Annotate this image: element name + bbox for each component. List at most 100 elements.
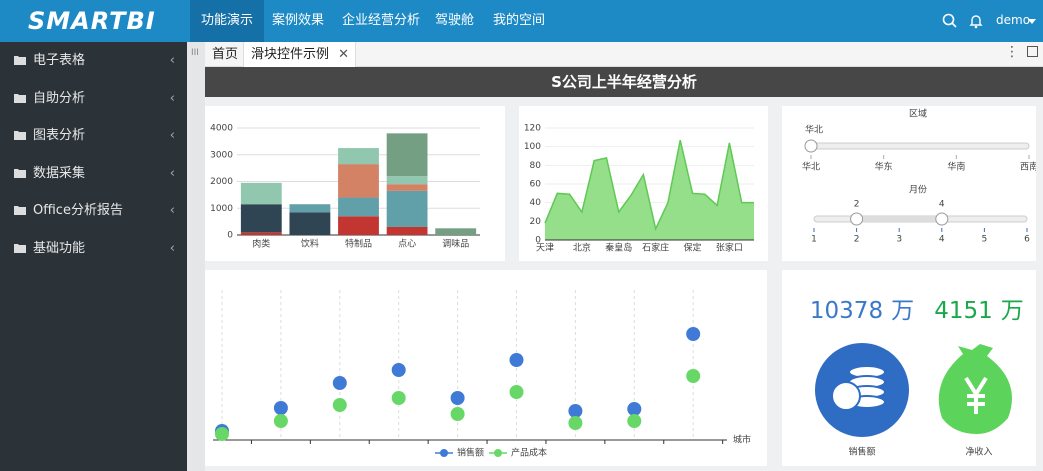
menu-item[interactable]: ‹ 基础功能: [0, 230, 187, 267]
point: [215, 427, 229, 441]
x-tick-label: 张家口: [716, 242, 743, 254]
page-title: S公司上半年经营分析: [205, 67, 1043, 97]
slider-value: 华北: [805, 124, 823, 136]
bar-segment: [386, 226, 428, 235]
x-tick-label: 秦皇岛: [605, 242, 632, 254]
tab-label: 滑块控件示例: [251, 47, 330, 62]
slider-title: 区域: [909, 108, 927, 120]
slider-handle[interactable]: [850, 212, 864, 226]
x-tick-label: 点心: [398, 239, 416, 250]
menu-item[interactable]: ‹ Office分析报告: [0, 192, 187, 229]
menu-label: 图表分析: [33, 128, 86, 143]
point: [686, 327, 701, 341]
coin: [831, 381, 861, 411]
divider: III: [187, 42, 205, 471]
bar-segment: [240, 204, 282, 233]
point: [273, 401, 288, 415]
y-tick-label: 120: [524, 124, 541, 134]
y-tick-label: 100: [524, 142, 541, 152]
legend-label: 产品成本: [511, 447, 547, 459]
slider-handle[interactable]: [804, 139, 818, 153]
slider-tick-label: 3: [896, 235, 902, 245]
bar-segment: [435, 228, 477, 235]
bar-segment: [338, 148, 379, 165]
slider-tick-label: 2: [854, 235, 860, 245]
point: [568, 404, 583, 418]
y-tick-label: 0: [227, 231, 233, 241]
point: [391, 363, 406, 377]
menu-item[interactable]: ‹ 数据采集: [0, 155, 187, 192]
bar-segment: [386, 133, 428, 177]
x-tick-label: 饮料: [301, 238, 319, 250]
point: [509, 353, 524, 367]
point: [686, 369, 701, 383]
kpi-unit: 万: [1001, 298, 1024, 324]
menu-label: 自助分析: [33, 90, 86, 106]
nav-item[interactable]: 企业经营分析: [342, 13, 421, 28]
header: SMARTBI 功能演示 案例效果 企业经营分析 驾驶舱 我的空间 demo: [0, 0, 1043, 42]
menu-label: 数据采集: [33, 165, 86, 181]
kpi-number: 4151: [934, 298, 993, 324]
y-tick-label: 4000: [210, 124, 233, 134]
kpi-number: 10378: [810, 298, 883, 324]
slider-option: 华南: [947, 161, 965, 173]
logo[interactable]: SMARTBI: [28, 7, 156, 35]
kpi-value: 10378 万: [810, 298, 914, 324]
legend-marker: [440, 449, 448, 457]
legend-marker: [494, 449, 502, 457]
kpi-value: 4151 万: [934, 298, 1024, 324]
folder-icon: [14, 131, 26, 140]
bar-segment: [386, 184, 428, 191]
slider-tick-label: 6: [1024, 235, 1030, 245]
nav-item[interactable]: 功能演示: [190, 0, 265, 42]
menu-item[interactable]: ‹ 电子表格: [0, 42, 187, 79]
kpi-unit: 万: [891, 298, 914, 324]
y-tick-label: 1000: [210, 204, 233, 214]
caret: [1028, 19, 1036, 24]
tab[interactable]: 滑块控件示例 ✕: [243, 42, 357, 67]
y-tick-label: 3000: [210, 150, 233, 160]
menu-label: 电子表格: [33, 53, 86, 68]
folder-icon: [14, 243, 26, 253]
point: [450, 407, 465, 421]
menu-item[interactable]: ‹ 图表分析: [0, 117, 187, 154]
yen-sign: [964, 376, 988, 414]
point: [627, 402, 642, 416]
point: [509, 385, 524, 399]
bell-icon[interactable]: [968, 13, 984, 29]
tab[interactable]: 首页: [212, 47, 239, 62]
slider-tick-label: 4: [939, 235, 945, 245]
menu-item[interactable]: ‹ 自助分析: [0, 80, 187, 117]
x-tick-label: 肉类: [252, 238, 270, 250]
bag-icon: [938, 344, 1012, 434]
y-tick-label: 20: [530, 217, 542, 227]
bar-segment: [289, 204, 331, 213]
menu-label: 基础功能: [33, 240, 86, 256]
nav-item[interactable]: 我的空间: [493, 13, 546, 28]
x-tick-label: 特制品: [345, 238, 372, 250]
bar-segment: [289, 212, 331, 235]
x-tick-label: 北京: [573, 242, 591, 254]
x-tick-label: 保定: [684, 242, 702, 254]
menu-label: Office分析报告: [33, 203, 123, 218]
folder-icon: [14, 93, 26, 103]
slider-tick-label: 1: [811, 235, 817, 245]
area-chart: 0 20 40 60 80 100 120 天津 北京 秦皇岛 石家庄 保定 张家口: [519, 106, 768, 261]
search-icon[interactable]: [942, 13, 958, 29]
area-line: [544, 139, 754, 232]
slider-option: 华东: [875, 161, 893, 173]
y-tick-label: 60: [530, 180, 542, 190]
slider-handle[interactable]: [935, 212, 949, 226]
nav-item[interactable]: 案例效果: [272, 13, 325, 28]
folder-icon: [14, 168, 26, 178]
nav-item[interactable]: 驾驶舱: [435, 13, 475, 28]
folder-icon: [14, 56, 26, 65]
folder-icon: [14, 206, 26, 215]
user-name[interactable]: demo: [996, 13, 1031, 27]
slider-title: 月份: [909, 184, 927, 196]
tab-bar: 首页 滑块控件示例 ✕ ⋮: [205, 42, 1043, 67]
slider-value: 4: [939, 200, 945, 210]
